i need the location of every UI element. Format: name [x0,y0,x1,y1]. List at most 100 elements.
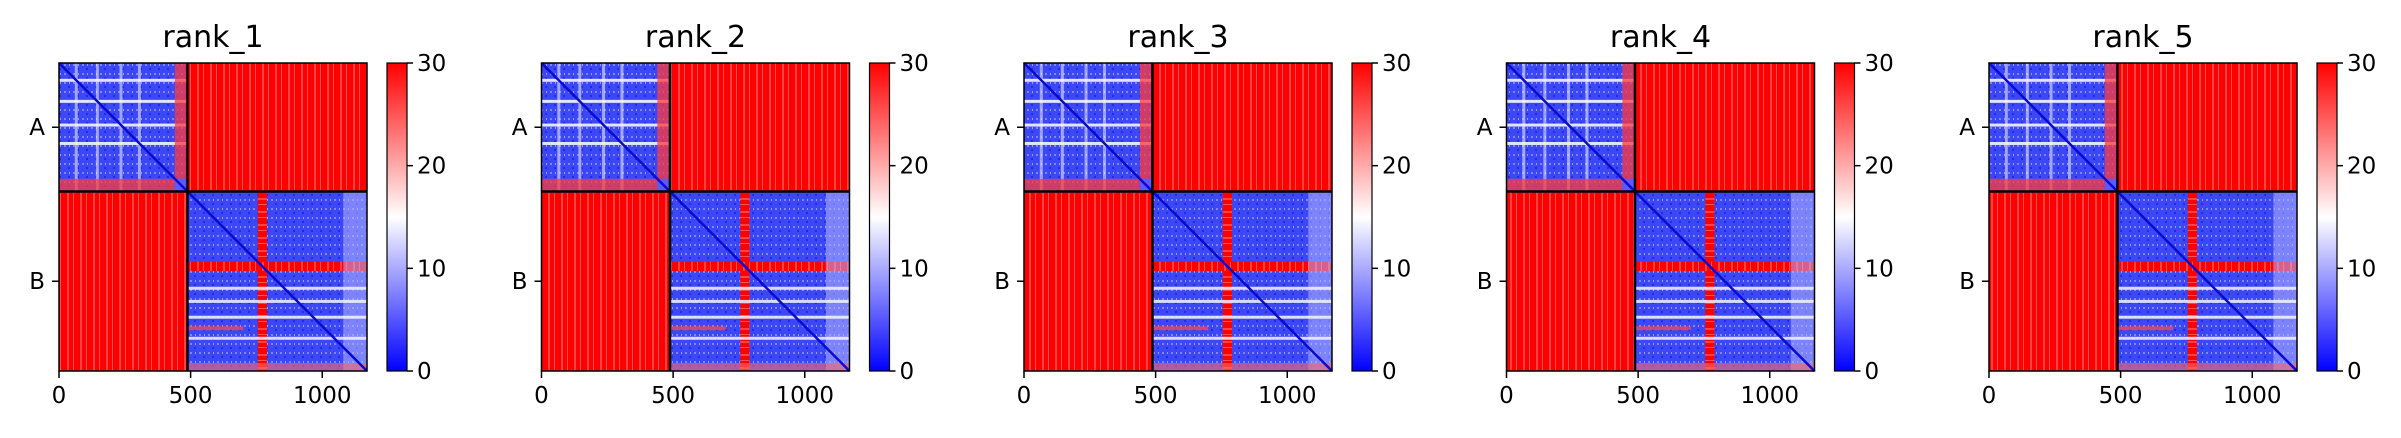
band-a-h [541,141,670,145]
b-flexible-stripe-v [2187,191,2197,371]
band-b-h [1152,315,1332,319]
colorbar-tick-label: 30 [900,51,929,77]
colorbar [1351,62,1373,372]
chain-label: B [994,269,1010,295]
band-a-h [541,99,670,103]
x-tick-label: 1000 [1740,383,1799,409]
block-B-A [1024,191,1153,371]
x-tick-label: 0 [1499,383,1514,409]
a-terminus-patch [657,63,670,179]
band-a-v [1084,63,1088,192]
heatmap-panel-4: rank_4 0 500 1000 A B 0 10 20 30 [1477,20,1894,409]
band-b-h [2117,286,2297,290]
heatmap-panel-3: rank_3 0 500 1000 A B 0 10 20 30 [994,20,1411,409]
b-light-region [2273,191,2297,371]
b-red-line [187,326,244,331]
colorbar-tick-label: 20 [2347,154,2376,180]
band-a-v [620,63,624,192]
b-light-region [343,191,367,371]
band-a-v [602,63,606,192]
block-B-A [59,191,188,371]
band-a-v [557,63,561,192]
colorbar-tick-label: 0 [417,359,432,385]
band-a-v [119,63,123,192]
band-a-h [541,123,670,127]
band-b-h [1634,286,1815,290]
chain-label: B [512,269,528,295]
plot-frame [540,62,851,372]
band-a-h [1989,141,2118,145]
colorbar-tick-label: 0 [1382,359,1397,385]
band-a-v [1102,63,1106,192]
band-a-h [1506,99,1635,103]
a-terminus-patch [1622,63,1635,179]
band-b-h [1152,299,1332,303]
b-terminus-patch [187,363,367,371]
block-B-A [541,191,670,371]
band-a-v [1039,63,1043,192]
b-red-line [2117,326,2174,331]
band-b-h [1152,336,1332,340]
band-b-h [1634,299,1815,303]
band-a-v [1522,63,1526,192]
colorbar-tick-label: 20 [900,154,929,180]
chain-label: B [1959,269,1975,295]
band-a-v [1585,63,1589,192]
x-tick-label: 500 [1134,383,1178,409]
block-A-B [187,63,367,192]
b-flexible-stripe-v [1705,191,1715,371]
band-b-h [187,336,367,340]
colorbar-tick-label: 10 [1865,256,1894,282]
band-b-h [187,315,367,319]
a-terminus-patch [59,178,175,192]
b-flexible-stripe-h [1152,261,1332,271]
plot-frame [1988,62,2298,372]
band-a-v [2049,63,2053,192]
x-tick-label: 0 [534,383,549,409]
colorbar-tick-label: 10 [2347,256,2376,282]
band-b-h [1634,336,1815,340]
x-tick-label: 1000 [293,383,352,409]
b-terminus-patch [669,363,850,371]
x-tick-label: 1000 [775,383,834,409]
panel-title: rank_5 [2092,20,2193,55]
a-terminus-patch [1024,178,1140,192]
panel-title: rank_3 [1127,20,1228,55]
colorbar-tick-label: 20 [417,154,446,180]
band-a-h [59,78,188,82]
b-light-region [825,191,850,371]
b-flexible-stripe-v [1222,191,1232,371]
chain-label: A [512,115,528,141]
band-b-h [669,336,850,340]
chain-label: A [994,115,1010,141]
x-tick-label: 500 [1616,383,1660,409]
chain-label: B [29,269,45,295]
band-a-h [1506,141,1635,145]
band-b-h [669,286,850,290]
b-flexible-stripe-h [1634,261,1815,271]
band-a-h [1506,78,1635,82]
band-a-h [1024,141,1153,145]
diagonal [1988,62,2298,372]
diagonal [1023,62,1333,372]
x-tick-label: 500 [169,383,213,409]
block-B-A [1506,191,1635,371]
b-flexible-stripe-v [257,191,267,371]
b-red-line [1152,326,1209,331]
x-tick-label: 0 [1017,383,1032,409]
block-A-B [1152,63,1332,192]
b-light-region [1790,191,1815,371]
b-terminus-patch [1152,363,1332,371]
band-a-v [2025,63,2029,192]
colorbar [1833,62,1856,372]
plot-frame [58,62,368,372]
b-red-line [669,326,726,331]
band-a-h [1989,78,2118,82]
panel-title: rank_4 [1610,20,1711,55]
a-terminus-patch [174,63,188,179]
band-b-h [187,299,367,303]
band-a-v [1060,63,1064,192]
b-flexible-stripe-h [187,261,367,271]
x-tick-label: 1000 [1258,383,1317,409]
